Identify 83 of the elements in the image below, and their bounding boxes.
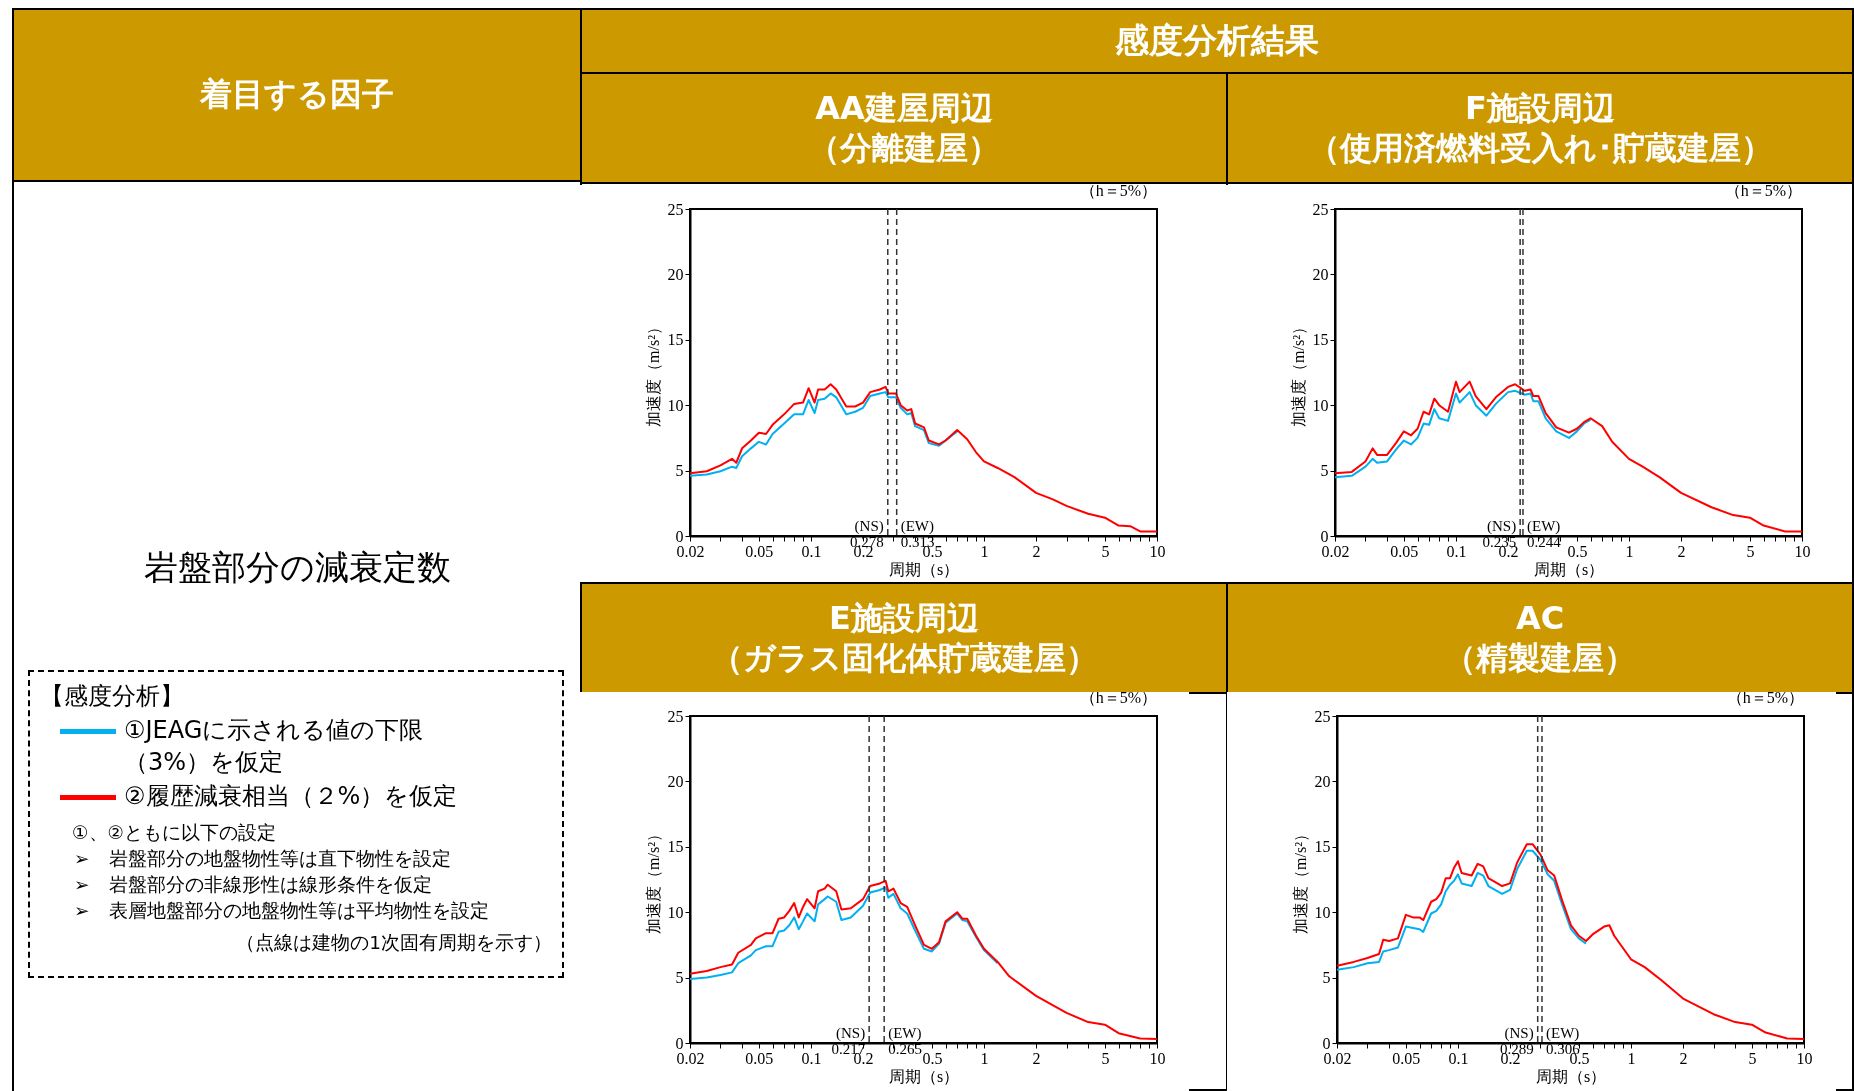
y-tick-label: 10 xyxy=(667,903,684,921)
x-tick-label: 10 xyxy=(1796,1049,1813,1067)
text: ①JEAGに示される値の下限（3%）を仮定 xyxy=(124,716,424,776)
y-tick-label: 5 xyxy=(1322,969,1331,987)
y-tick-label: 15 xyxy=(667,838,684,856)
x-tick-label: 0.1 xyxy=(801,542,822,560)
text: ②履歴減衰相当（２%）を仮定 xyxy=(124,782,458,810)
x-tick-label: 2 xyxy=(1677,542,1686,560)
x-tick-label: 5 xyxy=(1101,542,1110,560)
x-tick-label: 0.05 xyxy=(1392,1049,1421,1067)
y-tick-label: 15 xyxy=(1312,331,1329,349)
x-tick-label: 1 xyxy=(980,1049,989,1067)
x-tick-label: 0.1 xyxy=(1446,542,1467,560)
ref-line-label: (EW) 0.244 xyxy=(1526,518,1562,550)
text: （点線は建物の1次固有周期を示す） xyxy=(235,931,552,955)
x-tick-label: 0.02 xyxy=(676,1049,705,1067)
y-tick-label: 15 xyxy=(667,331,684,349)
y-tick-label: 15 xyxy=(1314,838,1331,856)
chart-title: AA建屋周辺（分離建屋） xyxy=(808,88,1000,168)
text: ①、②ともに以下の設定 xyxy=(71,821,278,845)
x-axis-title: 周期（s） xyxy=(888,1067,960,1085)
x-tick-label: 5 xyxy=(1101,1049,1110,1067)
y-tick-label: 25 xyxy=(667,200,684,218)
y-axis-title: 加速度（m/s²） xyxy=(644,319,662,427)
text: ➢ 岩盤部分の地盤物性等は直下物性を設定 xyxy=(73,847,452,871)
x-tick-label: 10 xyxy=(1794,542,1811,560)
y-axis-title: 加速度（m/s²） xyxy=(1289,319,1307,427)
y-tick-label: 10 xyxy=(1312,396,1329,414)
x-tick-label: 0.05 xyxy=(745,1049,774,1067)
text: （h＝5%） xyxy=(1079,182,1157,199)
text: ➢ 岩盤部分の非線形性は線形条件を仮定 xyxy=(73,873,433,897)
y-tick-label: 0 xyxy=(675,1034,684,1052)
x-axis-title: 周期（s） xyxy=(1535,1067,1607,1085)
x-tick-label: 1 xyxy=(1625,542,1634,560)
y-tick-label: 25 xyxy=(1314,707,1331,725)
y-tick-label: 20 xyxy=(1314,772,1331,790)
x-tick-label: 2 xyxy=(1032,542,1041,560)
y-tick-label: 5 xyxy=(1320,462,1329,480)
x-tick-label: 10 xyxy=(1149,542,1166,560)
x-tick-label: 0.1 xyxy=(801,1049,822,1067)
text: ➢ 表層地盤部分の地盤物性等は平均物性を設定 xyxy=(73,899,490,923)
chart-title: AC（精製建屋） xyxy=(1444,598,1636,678)
y-axis-title: 加速度（m/s²） xyxy=(644,826,662,934)
text: （h＝5%） xyxy=(1726,689,1804,706)
y-tick-label: 20 xyxy=(667,772,684,790)
x-tick-label: 0.02 xyxy=(1323,1049,1352,1067)
x-tick-label: 0.05 xyxy=(745,542,774,560)
text: 【感度分析】 xyxy=(40,681,185,712)
chart-title: F施設周辺（使用済燃料受入れ･貯蔵建屋） xyxy=(1307,88,1773,168)
x-tick-label: 0.1 xyxy=(1448,1049,1469,1067)
x-tick-label: 0.02 xyxy=(1321,542,1350,560)
text: （h＝5%） xyxy=(1079,689,1157,706)
y-tick-label: 5 xyxy=(675,969,684,987)
y-tick-label: 10 xyxy=(667,396,684,414)
y-tick-label: 0 xyxy=(1320,527,1329,545)
x-tick-label: 0.05 xyxy=(1390,542,1419,560)
y-tick-label: 0 xyxy=(675,527,684,545)
ref-line-label: (EW) 0.265 xyxy=(888,1025,922,1057)
text: （h＝5%） xyxy=(1724,182,1802,199)
x-axis-title: 周期（s） xyxy=(1533,560,1605,578)
y-tick-label: 0 xyxy=(1322,1034,1331,1052)
chart-title: E施設周辺（ガラス固化体貯蔵建屋） xyxy=(710,598,1098,678)
x-tick-label: 2 xyxy=(1032,1049,1041,1067)
y-tick-label: 5 xyxy=(675,462,684,480)
x-tick-label: 2 xyxy=(1679,1049,1688,1067)
text: 着目する因子 xyxy=(12,8,582,182)
x-tick-label: 0.02 xyxy=(676,542,705,560)
y-tick-label: 20 xyxy=(667,265,684,283)
x-tick-label: 1 xyxy=(980,542,989,560)
y-tick-label: 10 xyxy=(1314,903,1331,921)
y-tick-label: 25 xyxy=(1312,200,1329,218)
x-tick-label: 1 xyxy=(1627,1049,1636,1067)
text: 感度分析結果 xyxy=(580,8,1854,74)
x-tick-label: 0.5 xyxy=(922,1049,943,1067)
text: 岩盤部分の減衰定数 xyxy=(142,546,452,589)
x-axis-title: 周期（s） xyxy=(888,560,960,578)
x-tick-label: 10 xyxy=(1149,1049,1166,1067)
x-tick-label: 0.5 xyxy=(1567,542,1588,560)
x-tick-label: 5 xyxy=(1746,542,1755,560)
y-tick-label: 20 xyxy=(1312,265,1329,283)
y-tick-label: 25 xyxy=(667,707,684,725)
x-tick-label: 5 xyxy=(1748,1049,1757,1067)
y-axis-title: 加速度（m/s²） xyxy=(1291,826,1309,934)
